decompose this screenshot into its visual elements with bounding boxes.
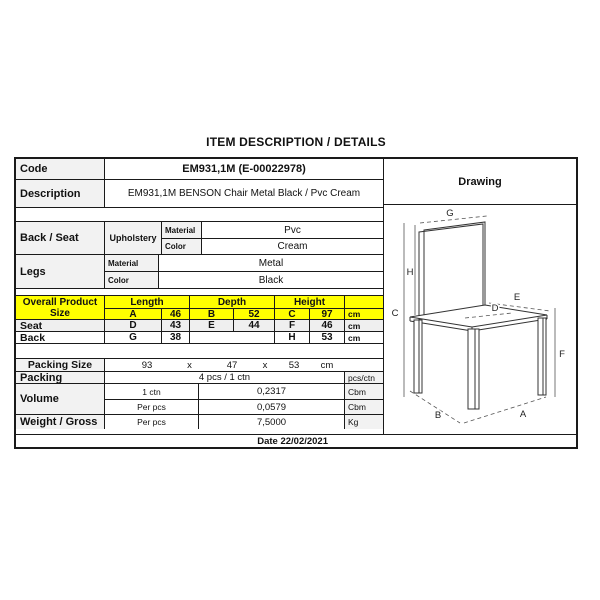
- seat-depth-value: 44: [234, 320, 275, 332]
- packing-size-d2: 47: [226, 359, 238, 371]
- size-header-group: Overall Product Size Length Depth Height…: [16, 296, 383, 320]
- legs-group: Legs Material Metal Color Black: [16, 255, 383, 289]
- weight-label: Weight / Gross: [16, 415, 105, 429]
- seat-depth-key: E: [190, 320, 234, 332]
- seat-height-key: F: [275, 320, 310, 332]
- back-height-key: H: [275, 332, 310, 344]
- seat-length-key: D: [105, 320, 162, 332]
- drawing-section: Drawing: [384, 159, 576, 434]
- back-size-row: Back G 38 H 53 cm: [16, 332, 383, 344]
- weight-unit: Kg: [345, 415, 383, 429]
- legs-material-label: Material: [105, 255, 159, 272]
- size-header-unit-spacer: [345, 296, 383, 309]
- height-header: Height: [275, 296, 345, 309]
- spacer-row: [16, 289, 383, 296]
- dim-label-g: G: [446, 208, 453, 219]
- back-length-key: G: [105, 332, 162, 344]
- back-seat-label: Back / Seat: [16, 222, 105, 255]
- volume-ctn-unit: Cbm: [345, 384, 383, 400]
- legs-material-value: Metal: [159, 255, 383, 272]
- overall-depth-key: B: [190, 309, 234, 320]
- details-section: Code EM931,1M (E-00022978) Description E…: [16, 159, 384, 434]
- packing-size-value: 93 x 47 x 53 cm: [105, 359, 383, 372]
- overall-height-key: C: [275, 309, 310, 320]
- seat-row-label: Seat: [16, 320, 105, 332]
- spacer-row: [16, 208, 383, 222]
- packing-row: Packing 4 pcs / 1 ctn pcs/ctn: [16, 372, 383, 384]
- legs-color-label: Color: [105, 272, 159, 289]
- volume-group: Volume 1 ctn 0,2317 Cbm Per pcs 0,0579 C…: [16, 384, 383, 415]
- drawing-header: Drawing: [384, 159, 576, 205]
- packing-size-d1: 93: [141, 359, 153, 371]
- weight-value: 7,5000: [199, 415, 345, 429]
- depth-header: Depth: [190, 296, 275, 309]
- page-title: ITEM DESCRIPTION / DETAILS: [206, 135, 386, 149]
- dim-label-h: H: [407, 267, 414, 278]
- code-label: Code: [16, 159, 105, 180]
- spacer-row: [16, 344, 383, 359]
- code-value: EM931,1M (E-00022978): [105, 159, 383, 180]
- item-details-table: Code EM931,1M (E-00022978) Description E…: [14, 157, 578, 449]
- seat-size-row: Seat D 43 E 44 F 46 cm: [16, 320, 383, 332]
- seat-height-value: 46: [310, 320, 345, 332]
- back-seat-group: Back / Seat Upholstery Material Pvc Colo…: [16, 222, 383, 255]
- back-unit: cm: [345, 332, 383, 344]
- length-header: Length: [105, 296, 190, 309]
- packing-size-label: Packing Size: [16, 359, 105, 372]
- dim-label-e: E: [514, 292, 520, 303]
- description-label: Description: [16, 180, 105, 208]
- dim-label-f: F: [559, 349, 565, 360]
- dim-label-b: B: [435, 410, 441, 421]
- overall-unit: cm: [345, 309, 383, 320]
- packing-size-d3: 53: [288, 359, 300, 371]
- date-value: Date 22/02/2021: [257, 435, 328, 447]
- dim-label-a: A: [520, 409, 527, 420]
- upholstery-material-label: Material: [162, 222, 202, 239]
- weight-pcs-label: Per pcs: [105, 415, 199, 429]
- legs-color-value: Black: [159, 272, 383, 289]
- back-height-value: 53: [310, 332, 345, 344]
- packing-size-x2: x: [262, 359, 268, 371]
- overall-length-key: A: [105, 309, 162, 320]
- description-row: Description EM931,1M BENSON Chair Metal …: [16, 180, 383, 208]
- code-row: Code EM931,1M (E-00022978): [16, 159, 383, 180]
- packing-size-unit: cm: [320, 359, 334, 371]
- volume-pcs-label: Per pcs: [105, 400, 199, 415]
- packing-value: 4 pcs / 1 ctn: [105, 372, 345, 384]
- overall-depth-value: 52: [234, 309, 275, 320]
- overall-size-label: Overall Product Size: [16, 296, 105, 320]
- volume-ctn-value: 0,2317: [199, 384, 345, 400]
- upholstery-label: Upholstery: [105, 222, 162, 255]
- packing-label: Packing: [16, 372, 105, 384]
- upholstery-color-value: Cream: [202, 239, 383, 255]
- overall-length-value: 46: [162, 309, 190, 320]
- volume-label: Volume: [16, 384, 105, 415]
- description-value: EM931,1M BENSON Chair Metal Black / Pvc …: [105, 180, 383, 208]
- seat-length-value: 43: [162, 320, 190, 332]
- upholstery-color-label: Color: [162, 239, 202, 255]
- packing-size-row: Packing Size 93 x 47 x 53 cm: [16, 359, 383, 372]
- date-row: Date 22/02/2021: [16, 434, 576, 447]
- back-length-value: 38: [162, 332, 190, 344]
- legs-label: Legs: [16, 255, 105, 289]
- volume-pcs-value: 0,0579: [199, 400, 345, 415]
- seat-unit: cm: [345, 320, 383, 332]
- chair-isometric-drawing: G H C E D F B A: [390, 207, 567, 424]
- dim-label-d: D: [492, 303, 499, 314]
- chair-drawing: G H C E D F B A: [384, 205, 576, 434]
- overall-height-value: 97: [310, 309, 345, 320]
- packing-size-x1: x: [187, 359, 192, 371]
- volume-ctn-label: 1 ctn: [105, 384, 199, 400]
- dim-label-c: C: [392, 308, 399, 319]
- back-row-label: Back: [16, 332, 105, 344]
- upholstery-material-value: Pvc: [202, 222, 383, 239]
- volume-pcs-unit: Cbm: [345, 400, 383, 415]
- back-depth-empty: [190, 332, 275, 344]
- packing-unit: pcs/ctn: [345, 372, 383, 384]
- weight-row: Weight / Gross Per pcs 7,5000 Kg: [16, 415, 383, 429]
